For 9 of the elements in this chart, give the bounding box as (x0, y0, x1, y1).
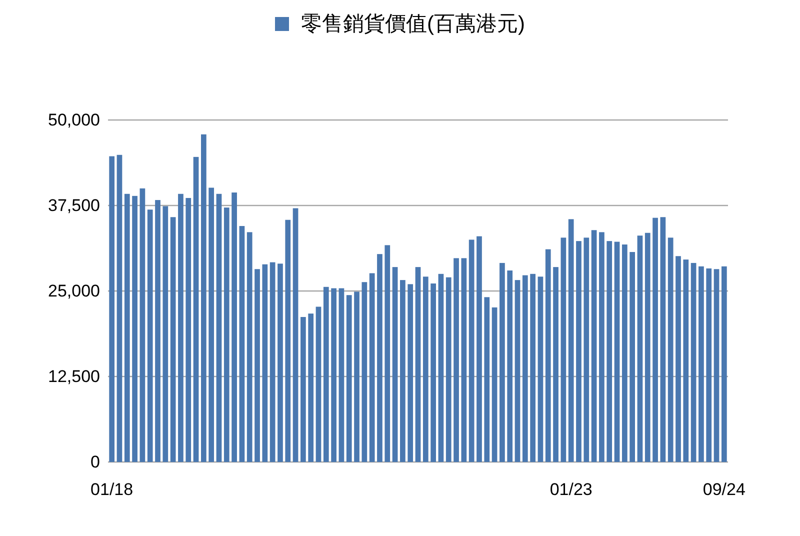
y-tick-label: 12,500 (48, 367, 100, 386)
legend-label: 零售銷貨價值(百萬港元) (301, 12, 525, 36)
y-tick-label: 0 (90, 452, 100, 472)
y-tick-label: 25,000 (48, 282, 100, 300)
x-tick-label: 09/24 (702, 480, 746, 499)
x-tick-label: 01/18 (90, 480, 134, 499)
y-tick-label: 37,500 (48, 196, 100, 215)
x-tick-label: 01/23 (550, 480, 592, 499)
y-tick-label: 50,000 (48, 110, 100, 130)
